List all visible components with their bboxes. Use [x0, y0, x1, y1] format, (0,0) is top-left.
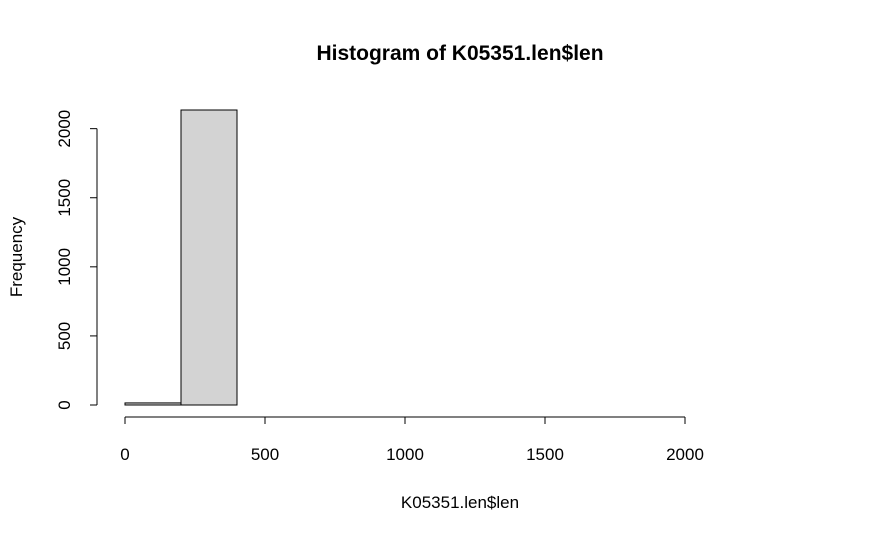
- x-tick-label-4: 2000: [666, 445, 704, 464]
- y-axis: 0 500 1000 1500 2000: [55, 110, 98, 410]
- chart-title: Histogram of K05351.len$len: [316, 42, 603, 65]
- y-tick-label-0: 0: [55, 400, 74, 409]
- bars-layer: [124, 109, 238, 406]
- y-axis-label: Frequency: [7, 216, 26, 297]
- histogram-bar-0: [124, 402, 182, 406]
- x-tick-label-0: 0: [120, 445, 129, 464]
- x-axis-label: K05351.len$len: [401, 493, 519, 512]
- x-tick-label-2: 1000: [386, 445, 424, 464]
- y-tick-label-4: 2000: [55, 110, 74, 148]
- y-tick-label-1: 500: [55, 322, 74, 350]
- x-tick-label-3: 1500: [526, 445, 564, 464]
- histogram-bar-1: [180, 109, 238, 406]
- y-tick-label-2: 1000: [55, 248, 74, 286]
- x-axis: 0 500 1000 1500 2000: [120, 416, 704, 464]
- y-tick-label-3: 1500: [55, 179, 74, 217]
- x-tick-label-1: 500: [251, 445, 279, 464]
